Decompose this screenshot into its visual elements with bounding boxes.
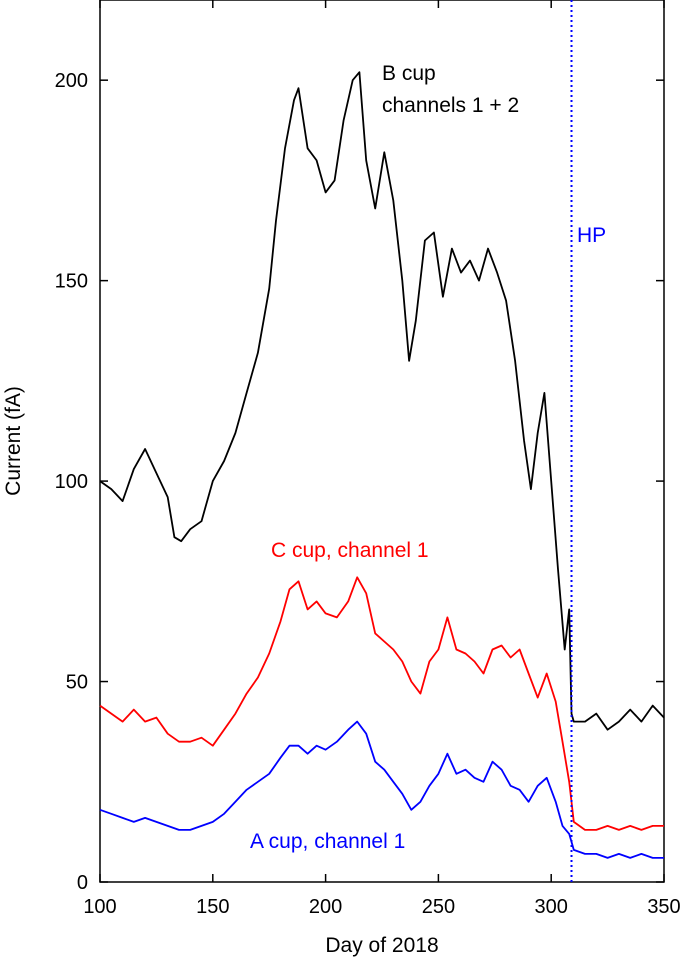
x-tick-label: 100 [83,896,116,918]
annotation-b-cup: B cup [382,62,436,85]
y-tick-label: 100 [55,471,88,493]
annotation-hp: HP [577,224,606,247]
series-line-a-cup [99,720,664,859]
series-layer [99,71,665,859]
y-tick-label: 200 [55,70,88,92]
series-line-c-cup [99,576,664,831]
annotation-b-channels: channels 1 + 2 [382,94,519,117]
axis-ticks: 100 150 200 250 300 350 0 50 100 150 200 [55,0,681,918]
x-axis-title: Day of 2018 [325,934,438,957]
annotation-c-cup: C cup, channel 1 [271,539,429,562]
plot-frame [99,0,665,883]
series-line-b-cup [99,71,665,731]
y-tick-label: 0 [77,872,88,894]
x-tick-label: 250 [422,896,455,918]
x-tick-label: 300 [535,896,568,918]
x-tick-label: 350 [647,896,680,918]
annotation-a-cup: A cup, channel 1 [250,830,405,853]
y-axis-title: Current (fA) [2,386,25,496]
x-tick-label: 200 [309,896,342,918]
y-tick-label: 50 [66,672,88,694]
y-tick-label: 150 [55,271,88,293]
x-tick-label: 150 [196,896,229,918]
